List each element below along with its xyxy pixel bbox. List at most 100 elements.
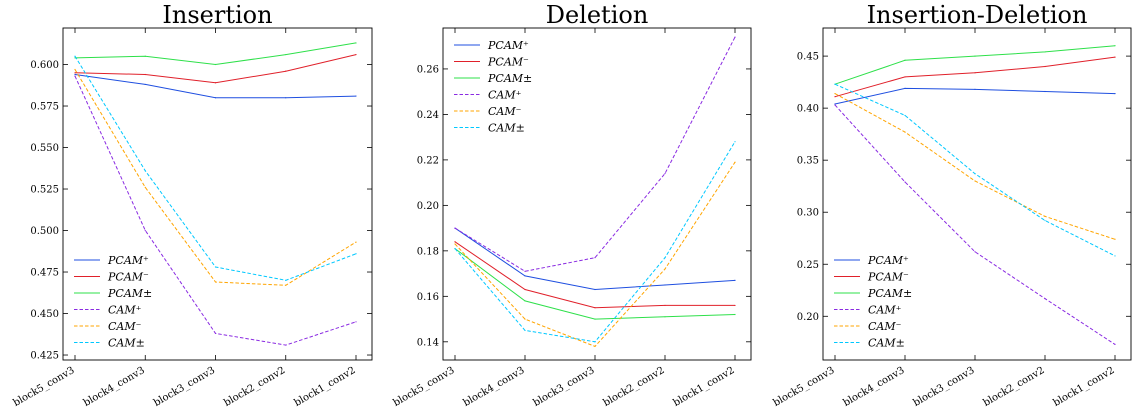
y-tick-label: 0.20 [797,312,819,323]
data-point [594,257,596,259]
y-tick-label: 0.22 [417,155,439,166]
legend-label: CAM± [868,337,905,350]
data-point [974,88,976,91]
data-point [285,53,287,56]
data-point [144,229,146,232]
series-line [74,69,357,286]
data-point [454,241,456,243]
data-point [214,82,217,84]
data-point [974,55,976,57]
data-point [904,131,906,133]
data-point [594,318,596,320]
data-point [734,313,736,316]
data-point [355,95,357,97]
data-point [664,304,666,307]
data-point [454,243,456,245]
data-point [285,279,287,281]
data-point [524,270,526,272]
x-tick-label: block1_conv2 [1051,365,1116,409]
data-point [664,284,666,286]
y-tick-label: 0.40 [797,104,819,115]
series-line [834,56,1116,98]
legend-label: CAM± [488,122,525,135]
x-tick-label: block3_conv3 [531,365,596,409]
data-point [1044,219,1046,222]
panel-title: Deletion [546,1,649,29]
data-point [144,73,146,76]
series-line [454,36,736,272]
series-line [74,54,357,84]
insertion-deletion-panel: Insertion-Deletion 0.20 0.25 0.30 0.35 0.40 0.… [771,1,1132,409]
data-point [1044,215,1046,217]
data-point [144,55,146,57]
data-point [1044,297,1046,300]
deletion-panel: Deletion 0.14 0.16 0.18 0.20 0.22 0.24 0.26 bloc… [391,1,752,409]
legend-label: CAM⁻ [108,320,142,333]
y-tick-label: 0.20 [417,201,439,212]
x-tick-label: block5_conv3 [11,365,76,409]
series-line [834,83,1116,257]
data-point [1114,45,1116,47]
data-point [834,104,836,106]
data-point [454,227,456,229]
data-point [144,186,146,188]
panel-title: Insertion [162,1,272,29]
y-tick-label: 0.425 [30,351,59,362]
data-point [734,36,736,38]
x-tick-label: block4_conv3 [82,365,147,409]
data-point [974,251,976,253]
panel-title: Insertion-Deletion [867,1,1088,29]
y-tick-label: 0.14 [417,337,439,348]
data-point [355,321,357,323]
data-point [1114,92,1116,95]
data-point [355,42,357,44]
legend-label: PCAM± [487,72,532,85]
data-point [974,72,976,74]
data-point [285,344,287,346]
legend-label: CAM⁺ [488,89,522,102]
y-tick-label: 0.16 [417,292,439,303]
x-tick-label: block3_conv3 [911,365,976,409]
data-point [74,55,76,57]
data-point [904,76,906,78]
x-tick-label: block2_conv2 [222,365,287,409]
y-tick-label: 0.30 [797,208,819,219]
legend-label: PCAM⁻ [487,56,529,69]
data-point [355,241,357,243]
data-point [834,92,836,95]
y-tick-label: 0.600 [30,60,59,71]
x-tick-label: block4_conv3 [461,365,526,409]
x-tick-label: block1_conv2 [292,365,357,409]
series-line [834,87,1116,105]
y-tick-label: 0.550 [30,143,59,154]
data-point [1114,255,1116,257]
data-point [734,304,736,307]
data-point [355,253,357,255]
y-tick-label: 0.525 [30,185,59,196]
data-point [74,72,76,74]
series-line [74,42,357,66]
x-tick-label: block5_conv3 [771,365,836,409]
data-point [524,329,526,332]
data-point [214,281,217,283]
series-line [454,248,736,320]
y-tick-label: 0.475 [30,268,59,279]
data-point [74,73,76,76]
y-tick-label: 0.24 [417,110,439,121]
data-point [1044,65,1046,68]
x-tick-label: block3_conv3 [152,365,217,409]
series-line [74,74,357,99]
y-tick-label: 0.26 [417,64,439,75]
data-point [904,87,906,89]
data-point [524,318,526,320]
data-point [1114,343,1116,345]
data-point [594,341,596,343]
x-tick-label: block4_conv3 [841,365,906,409]
x-tick-label: block1_conv2 [671,365,736,409]
y-tick-label: 0.18 [417,246,439,257]
legend-label: PCAM± [107,287,152,300]
legend-label: PCAM± [867,287,912,300]
data-point [594,288,596,291]
data-point [834,96,836,98]
y-tick-label: 0.500 [30,226,59,237]
